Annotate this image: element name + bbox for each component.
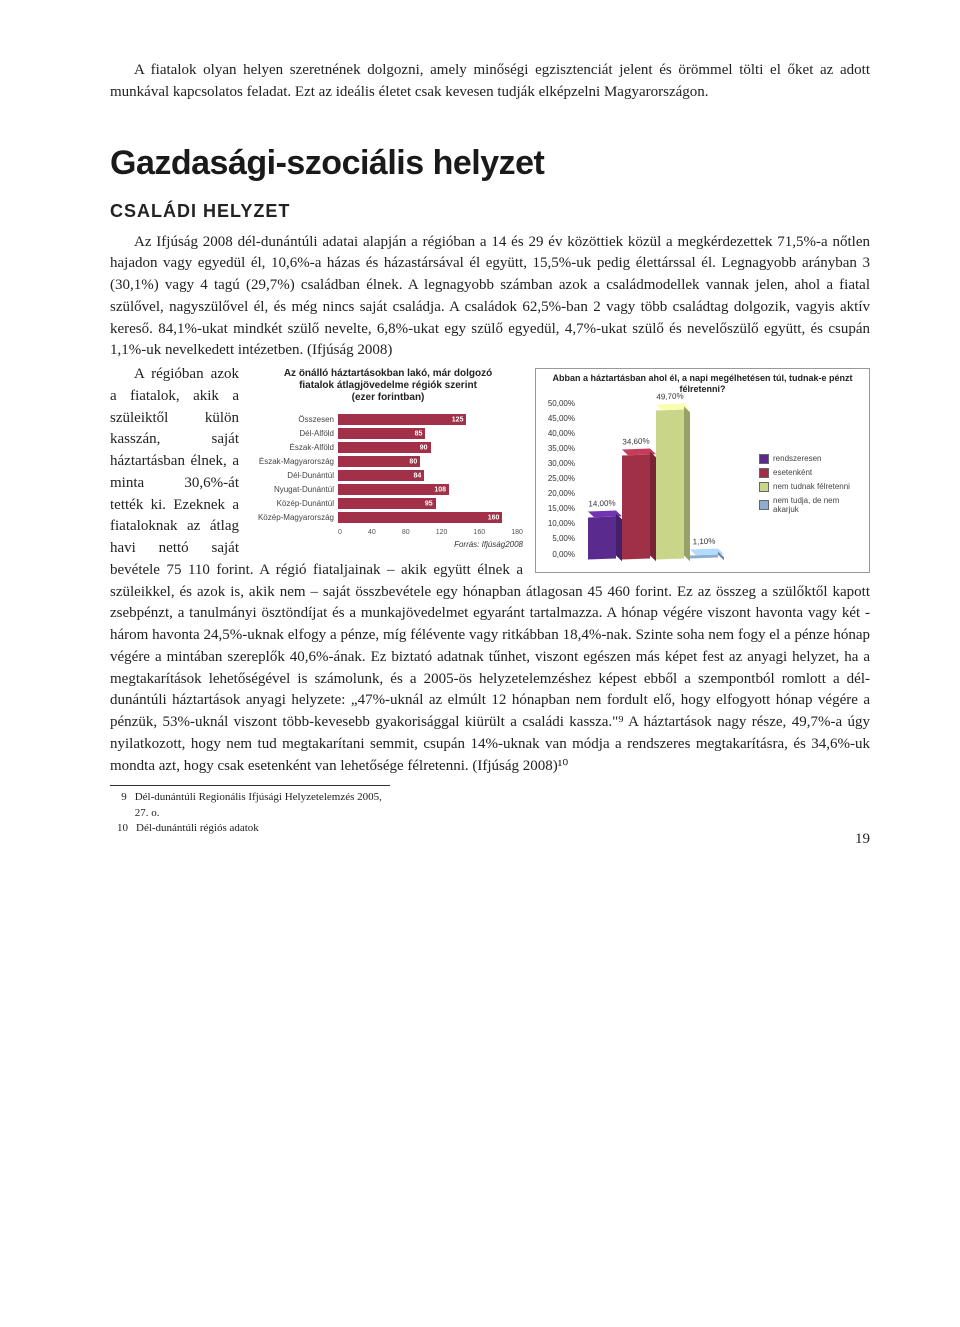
chart-income-title-l1: Az önálló háztartásokban lakó, már dolgo… xyxy=(284,368,492,379)
chart-income-rows: Összesen125Dél-Alföld85Észak-Alföld90Ész… xyxy=(253,410,523,527)
legend-swatch xyxy=(759,482,769,492)
footnote-text: Dél-dunántúli Regionális Ifjúsági Helyze… xyxy=(135,790,390,821)
chart-income-source: Forrás: Ifjúság2008 xyxy=(253,540,523,549)
footnote-number: 10 xyxy=(110,821,128,836)
chart-income-row: Közép-Dunántúl 95 xyxy=(253,498,523,509)
chart-income-row-label: Észak-Alföld xyxy=(253,443,338,452)
chart-income-value: 95 xyxy=(425,500,433,507)
chart-income-value: 84 xyxy=(414,472,422,479)
chart-income-xtick: 40 xyxy=(368,529,376,536)
chart-income-xtick: 180 xyxy=(511,529,523,536)
chart-income-row-label: Összesen xyxy=(253,415,338,424)
chart-savings-yaxis: 0,00% 5,00% 10,00% 15,00% 20,00% 25,00% 30,00%… xyxy=(540,399,578,569)
chart-savings-ytick: 30,00% xyxy=(540,459,575,468)
chart-income-bar: 108 xyxy=(338,484,449,495)
chart-income-row: Közép-Magyarország 160 xyxy=(253,512,523,523)
chart-income-row: Dél-Dunántúl 84 xyxy=(253,470,523,481)
chart-income-row: Nyugat-Dunántúl 108 xyxy=(253,484,523,495)
legend-label: nem tudja, de nem akarjuk xyxy=(773,496,861,514)
chart-savings-bar-label: 34,60% xyxy=(622,436,649,446)
chart-income-value: 108 xyxy=(434,486,446,493)
chart-income-row: Összesen 125 xyxy=(253,414,523,425)
page-container: A fiatalok olyan helyen szeretnének dolg… xyxy=(0,0,960,876)
chart-income-xtick: 80 xyxy=(402,529,410,536)
chart-income-row-label: Közép-Magyarország xyxy=(253,513,338,522)
chart-savings-ytick: 10,00% xyxy=(540,519,575,528)
section-title: Gazdasági-szociális helyzet xyxy=(110,144,870,183)
chart-savings-ytick: 40,00% xyxy=(540,429,575,438)
chart-income-value: 85 xyxy=(415,430,423,437)
footnote: 10 Dél-dunántúli régiós adatok xyxy=(110,821,390,836)
chart-income-xaxis: 0 40 80 120 160 180 xyxy=(338,529,523,536)
chart-savings-bars: 14,00%34,60%49,70%1,10% xyxy=(588,409,738,559)
legend-swatch xyxy=(759,468,769,478)
text-with-chart-block: Abban a háztartásban ahol él, a napi meg… xyxy=(110,364,870,779)
legend-swatch xyxy=(759,500,769,510)
chart-savings-ytick: 20,00% xyxy=(540,489,575,498)
chart-income-bar: 80 xyxy=(338,456,420,467)
chart-income-row: Dél-Alföld 85 xyxy=(253,428,523,439)
chart-savings: Abban a háztartásban ahol él, a napi meg… xyxy=(535,368,870,573)
subsection-title: CSALÁDI HELYZET xyxy=(110,201,870,222)
chart-income-row-label: Közép-Dunántúl xyxy=(253,499,338,508)
chart-income-xtick: 160 xyxy=(474,529,486,536)
chart-income-xtick: 0 xyxy=(338,529,342,536)
legend-label: esetenként xyxy=(773,468,812,477)
chart-savings-bar-label: 49,70% xyxy=(656,391,683,401)
chart-savings-ytick: 0,00% xyxy=(540,550,575,559)
chart-income-title: Az önálló háztartásokban lakó, már dolgo… xyxy=(253,368,523,404)
chart-savings-ytick: 5,00% xyxy=(540,534,575,543)
chart-income-row-label: Észak-Magyarország xyxy=(253,457,338,466)
chart-income-title-l3: (ezer forintban) xyxy=(352,392,425,403)
chart-savings-bar: 14,00% xyxy=(588,516,616,559)
chart-income-bar: 84 xyxy=(338,470,424,481)
footnotes: 9 Dél-dunántúli Regionális Ifjúsági Helyz… xyxy=(110,785,390,836)
legend-item: esetenként xyxy=(759,468,861,478)
chart-savings-plot: 14,00%34,60%49,70%1,10% xyxy=(578,399,755,569)
footnote-text: Dél-dunántúli régiós adatok xyxy=(136,821,259,836)
chart-savings-ytick: 45,00% xyxy=(540,414,575,423)
chart-income-bar: 95 xyxy=(338,498,436,509)
chart-income-row-label: Dél-Dunántúl xyxy=(253,471,338,480)
chart-savings-ytick: 50,00% xyxy=(540,399,575,408)
chart-savings-bar-label: 1,10% xyxy=(693,537,716,547)
chart-income-row-label: Nyugat-Dunántúl xyxy=(253,485,338,494)
chart-savings-bar: 1,10% xyxy=(690,555,718,559)
page-number: 19 xyxy=(855,831,870,848)
chart-income-bar: 90 xyxy=(338,442,431,453)
chart-income-value: 80 xyxy=(409,458,417,465)
legend-swatch xyxy=(759,454,769,464)
chart-savings-ytick: 25,00% xyxy=(540,474,575,483)
chart-savings-bar: 49,70% xyxy=(656,409,684,559)
chart-savings-title: Abban a háztartásban ahol él, a napi meg… xyxy=(540,373,865,395)
chart-savings-ytick: 15,00% xyxy=(540,504,575,513)
chart-income-xtick: 120 xyxy=(436,529,448,536)
chart-savings-bar: 34,60% xyxy=(622,454,650,559)
chart-savings-ytick: 35,00% xyxy=(540,444,575,453)
legend-label: nem tudnak félretenni xyxy=(773,482,850,491)
chart-income-title-l2: fiatalok átlagjövedelme régiók szerint xyxy=(299,380,477,391)
legend-item: nem tudja, de nem akarjuk xyxy=(759,496,861,514)
chart-income-row-label: Dél-Alföld xyxy=(253,429,338,438)
chart-income-bar: 125 xyxy=(338,414,466,425)
legend-label: rendszeresen xyxy=(773,454,821,463)
footnote: 9 Dél-dunántúli Regionális Ifjúsági Helyz… xyxy=(110,790,390,821)
chart-income-bar: 85 xyxy=(338,428,425,439)
chart-income-row: Észak-Alföld 90 xyxy=(253,442,523,453)
body-paragraph-1: Az Ifjúság 2008 dél-dunántúli adatai ala… xyxy=(110,232,870,363)
chart-income-value: 125 xyxy=(452,416,464,423)
chart-income-value: 160 xyxy=(488,514,500,521)
chart-income: Az önálló háztartásokban lakó, már dolgo… xyxy=(253,368,523,549)
chart-income-row: Észak-Magyarország 80 xyxy=(253,456,523,467)
chart-income-bar: 160 xyxy=(338,512,502,523)
intro-paragraph: A fiatalok olyan helyen szeretnének dolg… xyxy=(110,60,870,104)
chart-income-value: 90 xyxy=(420,444,428,451)
legend-item: nem tudnak félretenni xyxy=(759,482,861,492)
chart-savings-bar-label: 14,00% xyxy=(588,498,615,508)
chart-savings-legend: rendszeresen esetenként nem tudnak félrete… xyxy=(755,399,865,569)
legend-item: rendszeresen xyxy=(759,454,861,464)
footnote-number: 9 xyxy=(110,790,127,821)
